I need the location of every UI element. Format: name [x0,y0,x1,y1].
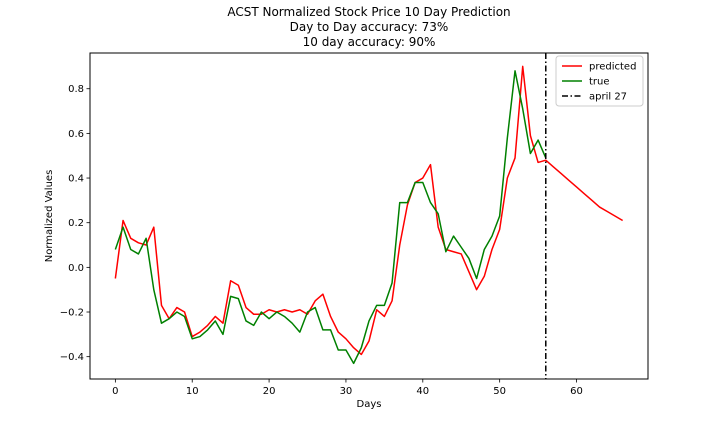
x-tick-label: 10 [186,386,199,397]
x-tick-label: 60 [570,386,583,397]
legend-label-predicted: predicted [589,62,636,73]
axes: 0 10 20 30 40 50 60 −0.4 −0.2 0.0 0.2 0.4 0.6 0.8 Days… [44,52,649,410]
y-tick-label: 0.6 [68,129,84,140]
plot-area [114,53,624,379]
x-tick-label: 20 [263,386,276,397]
x-tick-label: 30 [340,386,353,397]
y-tick-label: 0.0 [68,263,84,274]
y-tick-label: 0.8 [68,84,84,95]
y-tick-label: −0.4 [60,352,84,363]
legend: predicted true april 27 [555,55,644,107]
predicted-series-line [114,65,624,356]
y-tick-label: −0.2 [60,308,84,319]
legend-box [555,55,644,107]
title-line-3: 10 day accuracy: 90% [303,35,436,49]
legend-label-april-27: april 27 [589,92,627,103]
true-series-line [114,70,547,365]
x-tick-label: 40 [416,386,429,397]
x-tick-label: 0 [112,386,118,397]
title-line-2: Day to Day accuracy: 73% [290,20,449,34]
y-tick-label: 0.4 [68,174,84,185]
title-line-1: ACST Normalized Stock Price 10 Day Predi… [227,5,510,19]
x-axis-label: Days [357,399,382,410]
plot-frame [89,52,649,380]
y-axis-label: Normalized Values [44,170,55,263]
y-tick-label: 0.2 [68,218,84,229]
x-tick-label: 50 [493,386,506,397]
chart-title: ACST Normalized Stock Price 10 Day Predi… [227,5,510,49]
legend-label-true: true [589,77,610,88]
